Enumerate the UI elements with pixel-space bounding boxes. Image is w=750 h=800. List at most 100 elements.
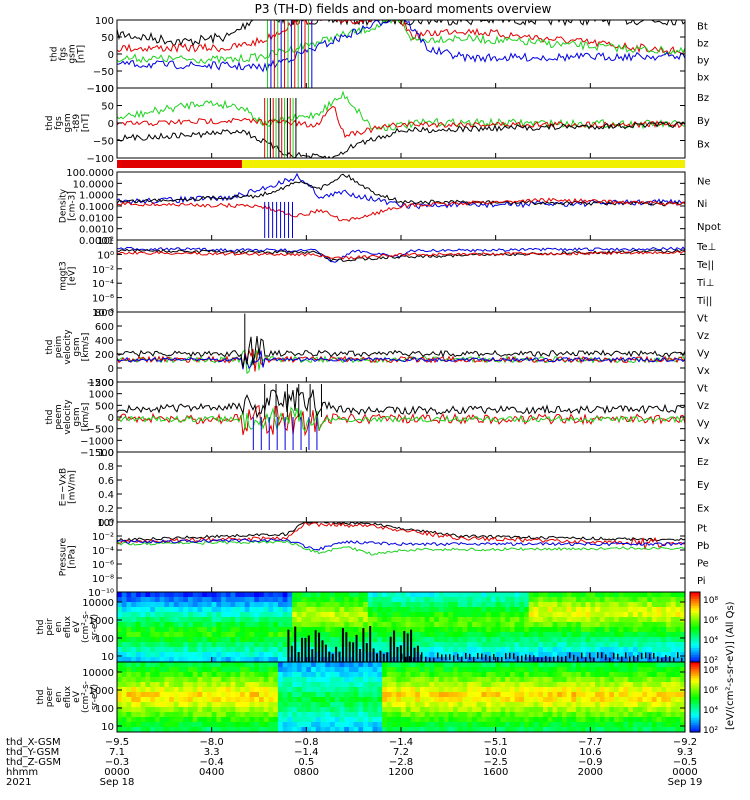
spec-cell [273, 692, 279, 698]
spec-cell [339, 712, 345, 718]
spec-cell [178, 642, 184, 648]
spec-cell [670, 697, 677, 703]
spec-cell [211, 687, 217, 693]
spec-cell [382, 677, 388, 683]
spec-cell [259, 647, 265, 653]
spec-dropout [537, 657, 539, 662]
spec-cell [178, 632, 184, 638]
spec-cell [443, 642, 449, 648]
spec-cell [628, 707, 634, 713]
spec-cell [614, 602, 620, 608]
spec-cell [580, 722, 587, 728]
spec-cell [547, 602, 554, 608]
spec-cell [618, 617, 625, 623]
spec-cell [259, 612, 265, 618]
spec-cell [595, 667, 601, 673]
spec-cell [202, 617, 208, 623]
spec-cell [514, 627, 520, 633]
spec-cell [301, 662, 307, 668]
spec-cell [486, 727, 492, 732]
spec-cell [509, 617, 516, 623]
spec-cell [230, 667, 236, 673]
spec-cell [254, 657, 260, 662]
spec-cell [472, 672, 478, 678]
plot-area-fgs_sub [117, 90, 685, 158]
spec-cell [169, 612, 175, 618]
spec-cell [145, 632, 151, 638]
spec-cell [396, 652, 402, 658]
spec-cell [249, 622, 255, 628]
spec-cell [604, 602, 610, 608]
spec-dropout [505, 653, 507, 660]
spec-cell [566, 677, 572, 683]
spec-cell [339, 597, 345, 603]
spec-cell [670, 662, 677, 668]
spec-cell [481, 662, 487, 668]
spec-cell [348, 652, 355, 658]
spec-cell [590, 682, 596, 688]
ylabel-line: gsm [63, 113, 73, 132]
spec-cell [306, 662, 312, 668]
spec-cell [476, 677, 483, 683]
spec-cell [154, 597, 161, 603]
spec-cell [296, 627, 303, 633]
spec-cell [642, 682, 648, 688]
spec-cell [254, 667, 260, 673]
spec-cell [533, 607, 539, 613]
spec-cell [453, 707, 459, 713]
spec-cell [405, 727, 412, 732]
spec-cell [528, 617, 535, 623]
spec-cell [561, 667, 568, 673]
spec-cell [188, 722, 194, 728]
spec-dropout [657, 656, 659, 662]
spec-cell [434, 627, 440, 633]
colorbar-cell [690, 678, 700, 682]
spec-cell [401, 687, 407, 693]
spec-dropout [410, 629, 413, 662]
spec-cell [533, 692, 539, 698]
spec-cell [192, 607, 199, 613]
spec-cell [135, 637, 142, 643]
spec-cell [637, 697, 643, 703]
spec-cell [230, 597, 236, 603]
spec-cell [240, 657, 246, 662]
spec-cell [249, 637, 255, 643]
ytick-label: 10000 [82, 598, 114, 609]
spec-cell [576, 697, 582, 703]
spec-cell [358, 607, 364, 613]
spec-cell [131, 597, 137, 603]
colorbar-cell [690, 722, 700, 726]
spec-cell [192, 627, 199, 633]
spec-cell [315, 592, 322, 598]
spec-cell [505, 627, 511, 633]
spec-cell [263, 667, 270, 673]
spec-cell [235, 637, 241, 643]
spec-cell [367, 722, 374, 728]
spec-cell [490, 612, 497, 618]
spec-cell [453, 627, 459, 633]
spec-cell [178, 697, 184, 703]
spec-cell [344, 627, 350, 633]
spec-cell [117, 677, 123, 683]
spec-cell [211, 667, 217, 673]
spec-cell [150, 612, 156, 618]
spec-cell [599, 667, 606, 673]
spec-cell [528, 717, 535, 723]
spec-cell [391, 662, 397, 668]
spec-cell [661, 687, 667, 693]
spec-cell [263, 647, 270, 653]
spec-cell [552, 722, 558, 728]
spec-cell [188, 727, 194, 732]
spec-cell [410, 637, 416, 643]
spec-cell [670, 702, 677, 708]
spec-cell [481, 627, 487, 633]
spec-cell [543, 672, 549, 678]
spec-cell [448, 687, 454, 693]
spec-cell [623, 667, 629, 673]
spec-cell [656, 692, 662, 698]
spec-dropout [577, 656, 579, 662]
spec-cell [490, 617, 497, 623]
spec-cell [571, 617, 577, 623]
spec-cell [595, 642, 601, 648]
